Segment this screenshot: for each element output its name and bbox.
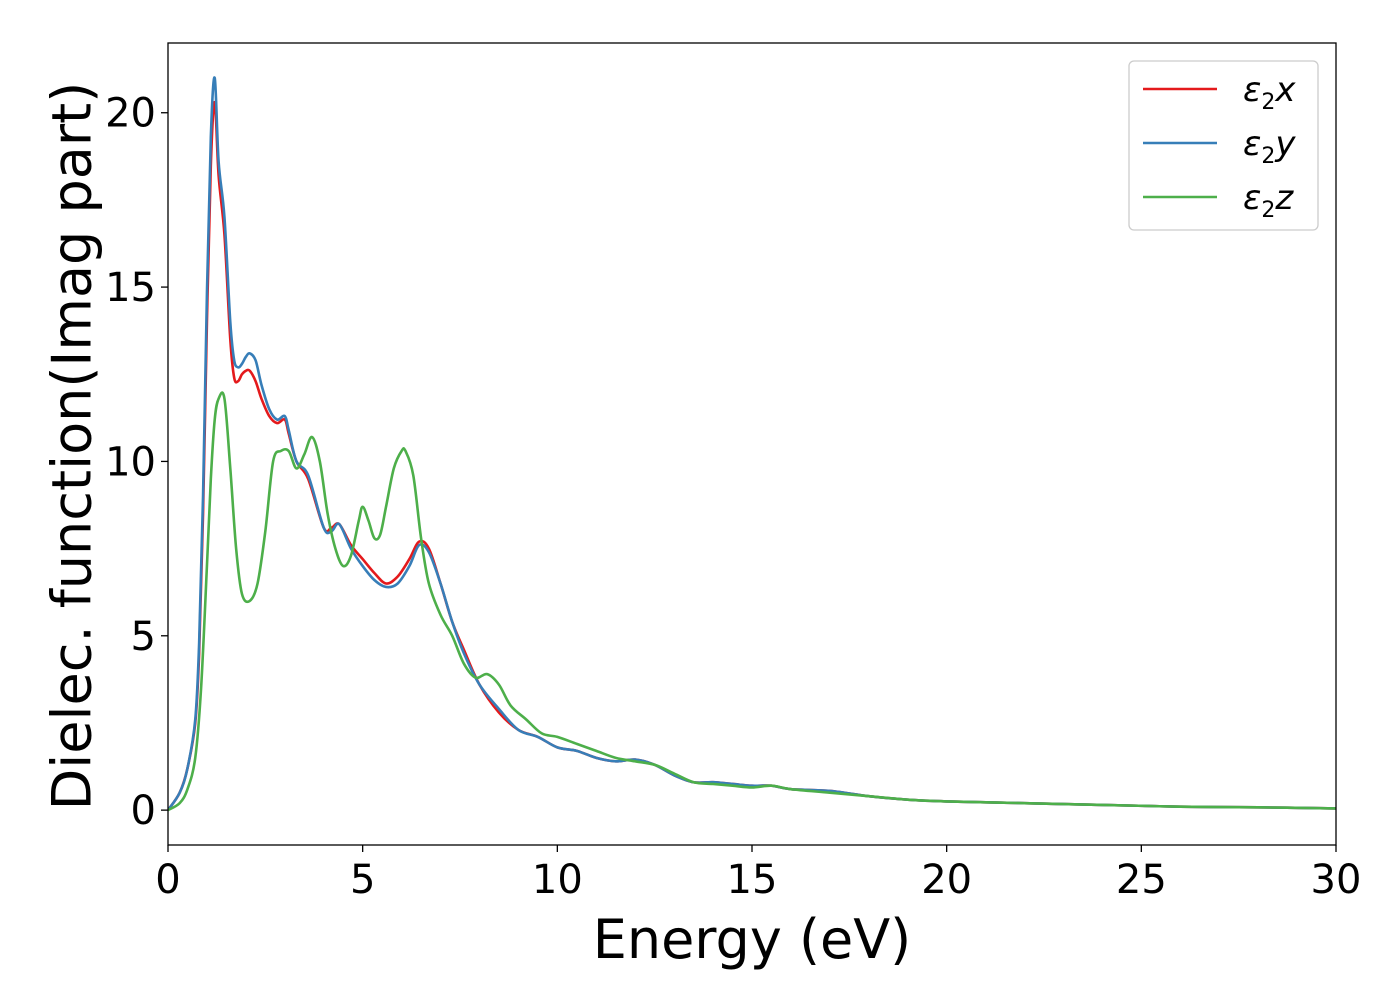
legend-label-base: ε [1243, 70, 1261, 110]
y-tick-label: 10 [105, 439, 156, 485]
y-tick-label: 15 [105, 265, 156, 311]
legend-label-subscript: 2 [1261, 198, 1275, 223]
legend-label-suffix: y [1274, 124, 1296, 164]
legend-label-y: ε2y [1243, 124, 1296, 169]
x-axis-title: Energy (eV) [593, 908, 912, 971]
x-tick-label: 20 [921, 857, 972, 903]
series-line-z [168, 391, 1336, 812]
legend-label-base: ε [1243, 124, 1261, 164]
x-tick-label: 10 [532, 857, 583, 903]
axes-layer: 0 5 10 15 20 25 30 0 5 10 15 20 [105, 42, 1362, 903]
legend-label-z: ε2z [1243, 178, 1294, 223]
x-tick-label: 0 [155, 857, 180, 903]
y-tick-label: 0 [131, 788, 156, 834]
y-axis-title: Dielec. function(Imag part) [41, 82, 104, 811]
legend-label-x: ε2x [1243, 70, 1296, 115]
legend-box [1128, 60, 1319, 231]
legend-label-base: ε [1243, 178, 1261, 218]
legend-label-subscript: 2 [1261, 144, 1275, 169]
legend-label-suffix: x [1274, 70, 1296, 110]
y-tick-label: 20 [105, 91, 156, 137]
x-tick-label: 5 [350, 857, 375, 903]
x-tick-label: 15 [727, 857, 778, 903]
y-tick-label: 5 [131, 614, 156, 660]
series-layer [168, 76, 1336, 812]
x-tick-label: 30 [1311, 857, 1362, 903]
x-tick-label: 25 [1116, 857, 1167, 903]
legend-label-suffix: z [1274, 178, 1294, 218]
legend-label-subscript: 2 [1261, 90, 1275, 115]
